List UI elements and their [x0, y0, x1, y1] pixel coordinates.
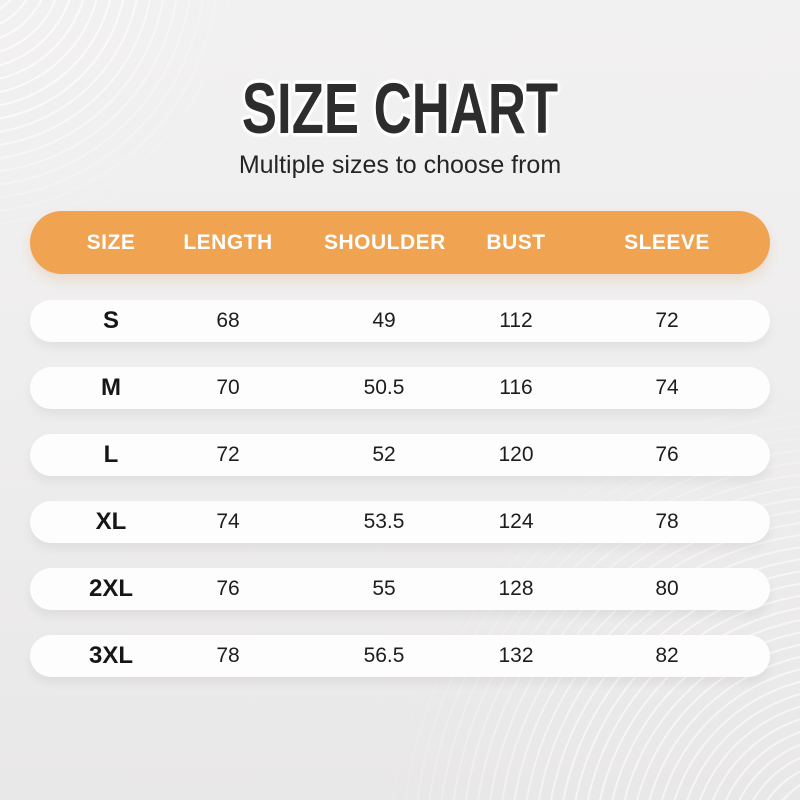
- length-cell: 76: [216, 577, 240, 600]
- bust-cell: 120: [498, 443, 534, 466]
- size-cell: L: [103, 441, 119, 468]
- length-cell: 74: [216, 510, 240, 533]
- table-row-2xl: 2XL 76 55 128 80: [30, 568, 770, 610]
- sleeve-cell: 72: [655, 309, 679, 332]
- table-row-xl: XL 74 53.5 124 78: [30, 501, 770, 543]
- shoulder-cell: 56.5: [363, 644, 405, 667]
- shoulder-cell: 55: [372, 577, 396, 600]
- shoulder-cell: 49: [372, 309, 396, 332]
- bust-cell: 116: [499, 376, 533, 399]
- length-cell: 68: [216, 309, 240, 332]
- bust-cell: 112: [499, 309, 533, 332]
- size-table: SIZE LENGTH SHOULDER BUST SLEEVE S 68 49…: [30, 211, 770, 677]
- length-cell: 70: [216, 376, 240, 399]
- sleeve-cell: 78: [655, 510, 679, 533]
- sleeve-cell: 82: [655, 644, 679, 667]
- length-cell: 72: [216, 443, 240, 466]
- column-header-shoulder: SHOULDER: [324, 230, 446, 254]
- size-cell: XL: [95, 508, 127, 535]
- sleeve-cell: 74: [655, 376, 679, 399]
- size-cell: M: [101, 374, 121, 401]
- bust-cell: 128: [498, 577, 534, 600]
- length-cell: 78: [216, 644, 240, 667]
- column-header-sleeve: SLEEVE: [624, 230, 710, 254]
- size-cell: 3XL: [88, 642, 133, 669]
- shoulder-cell: 53.5: [363, 510, 405, 533]
- column-header-size: SIZE: [86, 230, 136, 254]
- sleeve-cell: 80: [655, 577, 679, 600]
- table-header-row: SIZE LENGTH SHOULDER BUST SLEEVE: [30, 211, 770, 274]
- table-row-l: L 72 52 120 76: [30, 434, 770, 476]
- shoulder-cell: 50.5: [363, 376, 405, 399]
- shoulder-cell: 52: [372, 443, 396, 466]
- size-cell: 2XL: [88, 575, 133, 602]
- table-row-m: M 70 50.5 116 74: [30, 367, 770, 409]
- bust-cell: 124: [498, 510, 534, 533]
- page-subtitle: Multiple sizes to choose from: [238, 151, 562, 179]
- page-title: SIZE CHART: [241, 69, 559, 150]
- column-header-bust: BUST: [486, 230, 546, 254]
- bust-cell: 132: [498, 644, 534, 667]
- table-row-3xl: 3XL 78 56.5 132 82: [30, 635, 770, 677]
- sleeve-cell: 76: [655, 443, 679, 466]
- column-header-length: LENGTH: [183, 230, 273, 254]
- size-cell: S: [102, 307, 119, 334]
- table-row-s: S 68 49 112 72: [30, 300, 770, 342]
